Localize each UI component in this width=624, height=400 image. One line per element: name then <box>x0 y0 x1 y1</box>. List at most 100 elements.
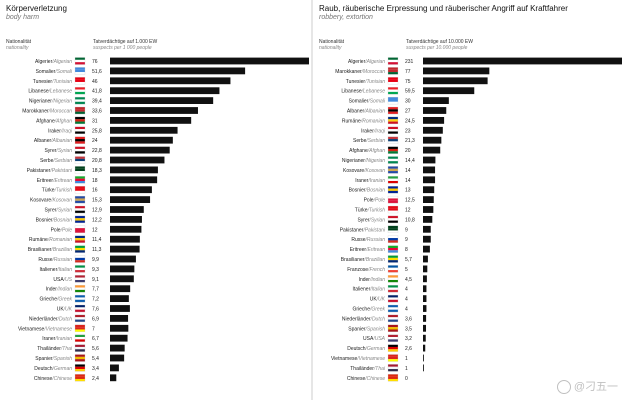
category-name: Spanier <box>348 326 366 332</box>
flag-stripe <box>75 314 85 318</box>
category-name: USA <box>53 277 64 283</box>
bar <box>423 107 447 114</box>
bar <box>423 87 475 95</box>
flag-stripe <box>75 166 85 169</box>
category-translation: Pakistani <box>52 168 73 174</box>
flag-algeria-icon <box>74 57 86 65</box>
value-label: 39,4 <box>92 99 102 105</box>
value-label: 3,4 <box>92 366 99 372</box>
category-translation: Italian <box>372 287 386 293</box>
flag-stripe <box>75 346 85 350</box>
value-label: 9 <box>405 237 408 243</box>
flag-stripe <box>388 129 398 132</box>
value-label: 9,9 <box>92 257 99 263</box>
chart-subtitle: robbery, extortion <box>319 14 373 21</box>
flag-stripe <box>75 267 85 271</box>
flag-border <box>387 324 399 332</box>
category-name: Bosnier <box>36 217 53 223</box>
flag-border <box>387 67 399 75</box>
bar-row: Inder/Indian 4,5 <box>359 275 427 283</box>
category-separator: / <box>364 79 367 85</box>
category-label: Niederländer/Dutch <box>29 316 72 322</box>
bar-row: Bosnier/Bosnian 12,2 <box>36 215 142 223</box>
category-separator: / <box>60 128 63 134</box>
category-translation: Iranian <box>370 178 386 184</box>
bar <box>423 285 427 293</box>
category-header-translation: nationality <box>6 45 29 51</box>
chart-title: Raub, räuberische Erpressung und räuberi… <box>319 4 568 13</box>
category-translation: Kosovan <box>366 168 386 174</box>
bar <box>110 107 198 114</box>
bar <box>423 255 428 263</box>
category-separator: / <box>57 316 60 322</box>
category-name: Nigerianer <box>342 158 365 164</box>
category-translation: Dutch <box>372 316 385 322</box>
category-label: Syrer/Syrian <box>44 148 72 154</box>
flag-border <box>74 176 86 184</box>
value-label: 18,3 <box>92 168 102 174</box>
flag-serbia-icon <box>387 136 399 144</box>
category-separator: / <box>55 208 58 214</box>
category-separator: / <box>363 109 366 115</box>
category-label: Franzose/French <box>347 267 385 273</box>
flag-stripe <box>388 148 398 152</box>
flag-stripe <box>388 230 398 233</box>
category-translation: Moroccan <box>50 109 72 115</box>
category-name: Chinese <box>34 376 53 382</box>
category-label: UK/UK <box>370 297 386 303</box>
category-separator: / <box>52 158 55 164</box>
bar <box>423 364 424 372</box>
value-label: 12,5 <box>405 198 415 204</box>
flag-stripe <box>388 171 398 174</box>
flag-russia-icon <box>387 235 399 243</box>
bar <box>110 374 117 382</box>
category-name: Albaner <box>34 138 52 144</box>
bar <box>423 216 433 223</box>
flag-stripe <box>75 77 85 80</box>
category-separator: / <box>52 178 55 184</box>
flag-syria-icon <box>387 215 399 224</box>
flag-border <box>74 334 86 342</box>
category-translation: Greek <box>371 307 385 313</box>
flag-stripe <box>388 196 398 199</box>
category-separator: / <box>52 356 55 362</box>
category-translation: Iraqi <box>375 128 386 134</box>
flag-stripe <box>75 285 85 288</box>
value-label: 14 <box>405 168 411 174</box>
flag-stripe <box>388 200 398 204</box>
flag-india-icon <box>74 285 86 293</box>
flag-russia-icon <box>74 255 86 263</box>
flag-stripe <box>388 334 398 338</box>
flag-stripe <box>75 186 85 189</box>
flag-stripe <box>388 346 398 350</box>
category-label: Iraker/Iraqi <box>361 128 386 134</box>
flag-border <box>387 146 399 154</box>
category-label: Vietnamese/Vietnamese <box>331 356 385 362</box>
category-label: Serbe/Serbian <box>40 158 72 164</box>
value-label: 5,4 <box>92 356 99 362</box>
bar-row: Syrer/Syrian 12,9 <box>44 205 144 214</box>
category-label: Afghane/Afghan <box>36 118 72 124</box>
category-translation: Russian <box>367 237 385 243</box>
category-translation: Dutch <box>59 316 72 322</box>
flag-stripe <box>75 240 85 243</box>
value-label: 22,8 <box>92 148 102 154</box>
bar <box>423 67 490 75</box>
flag-stripe <box>75 369 85 372</box>
panel-divider <box>311 0 313 400</box>
flag-stripe <box>75 279 85 283</box>
flag-border <box>387 344 399 352</box>
bar <box>110 255 136 263</box>
category-translation: French <box>369 267 385 273</box>
bar-row: Thailänder/Thai 1 <box>350 364 424 372</box>
flag-romania-icon <box>74 235 86 243</box>
category-separator: / <box>52 257 55 263</box>
bar <box>110 305 130 312</box>
flag-stripe <box>75 337 85 340</box>
category-name: UK <box>57 307 65 313</box>
flag-stripe <box>75 131 85 134</box>
category-name: Tunesier <box>33 79 53 85</box>
bar-row: Russe/Russian 9 <box>351 235 431 243</box>
category-label: Algerier/Algerian <box>35 59 72 65</box>
category-name: Somalier <box>349 99 369 105</box>
